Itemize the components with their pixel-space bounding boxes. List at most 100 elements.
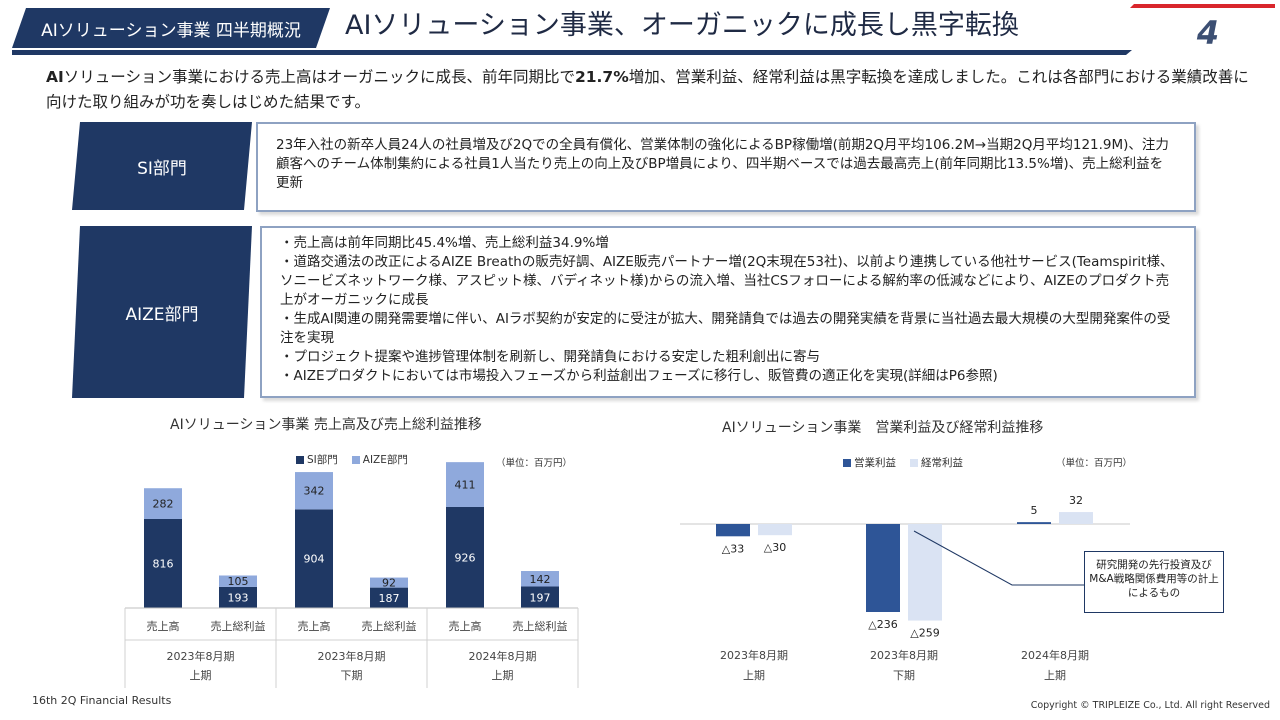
chart1-legend-aize: AIZE部門	[351, 452, 408, 467]
page-title: AIソリューション事業、オーガニックに成長し黒字転換	[345, 10, 1019, 41]
chart2-title: AIソリューション事業 営業利益及び経常利益推移	[722, 420, 1044, 436]
red-accent-bar	[1130, 4, 1275, 8]
category-label: 売上総利益	[211, 619, 266, 633]
chart1-legend: SI部門 AIZE部門	[296, 452, 408, 467]
bar-si	[370, 587, 408, 608]
legend-swatch	[296, 456, 304, 464]
chart2-annotation: 研究開発の先行投資及びM&A戦略関係費用等の計上によるもの	[1084, 551, 1224, 613]
aize-line: ・AIZEプロダクトにおいては市場投入フェーズから利益創出フェーズに移行し、販管…	[280, 368, 998, 384]
footer-left: 16th 2Q Financial Results	[32, 694, 172, 707]
bar-value-label: 187	[379, 592, 400, 605]
legend-swatch	[351, 456, 360, 464]
bar-aize	[446, 462, 484, 507]
category-label: 売上高	[449, 619, 482, 633]
page-number: 4	[1196, 14, 1220, 52]
bar-si	[446, 506, 484, 608]
bar-aize	[219, 575, 257, 587]
si-dept-description: 23年入社の新卒人員24人の社員増及び2Qでの全員有償化、営業体制の強化によるB…	[256, 122, 1196, 212]
section-tag-label: AIソリューション事業 四半期概況	[41, 20, 301, 41]
lead-prefix: AI	[46, 68, 64, 86]
chart2-legend: 営業利益 経常利益	[843, 455, 963, 470]
bar-aize	[295, 472, 333, 510]
bar-value-label: 105	[228, 575, 249, 588]
bar-value-label: △33	[722, 542, 744, 555]
group-period-label: 2024年8月期	[1021, 648, 1089, 662]
category-label: 売上高	[147, 619, 180, 633]
bar-value-label: △30	[764, 541, 786, 554]
legend-label: 経常利益	[921, 457, 963, 469]
bar-si	[219, 586, 257, 608]
legend-label: SI部門	[307, 454, 338, 466]
lead-part1: ソリューション事業における売上高はオーガニックに成長、前年同期比で	[63, 68, 575, 86]
legend-swatch	[910, 459, 918, 467]
legend-swatch	[843, 459, 851, 467]
chart2-legend-operating: 営業利益	[843, 455, 896, 470]
group-period-label: 2023年8月期	[720, 648, 788, 662]
legend-label: 営業利益	[854, 457, 896, 469]
bar-si	[295, 509, 333, 608]
bar-ordinary-profit	[1059, 512, 1093, 524]
chart1-legend-si: SI部門	[296, 452, 338, 467]
chart2-unit: （単位：百万円）	[1056, 458, 1133, 469]
bar-operating-profit	[866, 524, 900, 612]
aize-dept-description: ・売上高は前年同期比45.4%増、売上総利益34.9%増 ・道路交通法の改正によ…	[260, 226, 1196, 398]
aize-dept-label-box: AIZE部門	[72, 226, 252, 398]
bar-ordinary-profit	[908, 524, 942, 621]
bar-value-label: 342	[304, 485, 325, 498]
bar-value-label: 142	[530, 573, 551, 586]
group-period-label: 2023年8月期	[870, 648, 938, 662]
bar-si	[144, 518, 182, 608]
bar-operating-profit	[1017, 522, 1051, 524]
si-dept-label: SI部門	[137, 158, 187, 179]
group-half-label: 上期	[743, 669, 765, 682]
chart2-legend-ordinary: 経常利益	[910, 455, 963, 470]
bar-operating-profit	[716, 524, 750, 537]
group-period-label: 2023年8月期	[318, 649, 386, 663]
lead-part2: 増加、営業利益、経常利益は黒字転換を達成しました。これは各部門における業績改善に…	[46, 68, 1249, 111]
bar-value-label: 32	[1069, 494, 1083, 507]
bar-value-label: 816	[153, 557, 174, 570]
bar-value-label: 282	[153, 498, 174, 511]
si-dept-label-box: SI部門	[72, 122, 252, 210]
bar-value-label: 411	[455, 479, 476, 492]
lead-highlight: 21.7%	[574, 68, 629, 86]
bar-value-label: 92	[382, 577, 396, 590]
bar-ordinary-profit	[758, 524, 792, 536]
aize-line: ・生成AI関連の開発需要増に伴い、AIラボ契約が安定的に受注が拡大、開発請負では…	[280, 311, 1171, 346]
bar-si	[521, 586, 559, 608]
aize-line: ・売上高は前年同期比45.4%増、売上総利益34.9%増	[280, 235, 609, 251]
aize-line: ・道路交通法の改正によるAIZE Breathの販売好調、AIZE販売パートナー…	[280, 254, 1174, 308]
bar-value-label: 5	[1031, 504, 1038, 517]
chart1-title: AIソリューション事業 売上高及び売上総利益推移	[170, 417, 482, 433]
category-label: 売上高	[298, 619, 331, 633]
group-half-label: 上期	[492, 669, 514, 682]
category-label: 売上総利益	[362, 619, 417, 633]
bar-value-label: 193	[228, 591, 249, 604]
bar-value-label: 904	[304, 553, 325, 566]
title-rule	[12, 50, 1132, 55]
si-dept-text: 23年入社の新卒人員24人の社員増及び2Qでの全員有償化、営業体制の強化によるB…	[276, 137, 1169, 191]
group-period-label: 2023年8月期	[167, 649, 235, 663]
group-half-label: 上期	[190, 669, 212, 682]
bar-value-label: 926	[455, 551, 476, 564]
bar-aize	[521, 571, 559, 587]
annotation-leader-line	[913, 530, 1084, 586]
aize-dept-label: AIZE部門	[125, 304, 199, 325]
section-tag: AIソリューション事業 四半期概況	[12, 8, 330, 48]
group-half-label: 下期	[893, 669, 915, 682]
group-half-label: 下期	[341, 669, 363, 682]
aize-line: ・プロジェクト提案や進捗管理体制を刷新し、開発請負における安定した粗利創出に寄与	[280, 349, 820, 365]
bar-value-label: 197	[530, 591, 551, 604]
category-label: 売上総利益	[513, 619, 568, 633]
legend-label: AIZE部門	[362, 454, 408, 466]
bar-aize	[144, 488, 182, 519]
group-period-label: 2024年8月期	[469, 649, 537, 663]
bar-value-label: △259	[910, 627, 939, 640]
chart1-unit: （単位：百万円）	[496, 458, 573, 469]
bar-aize	[370, 577, 408, 588]
group-half-label: 上期	[1044, 669, 1066, 682]
footer-copyright: Copyright © TRIPLEIZE Co., Ltd. All righ…	[1030, 700, 1270, 711]
lead-paragraph: AIソリューション事業における売上高はオーガニックに成長、前年同期比で21.7%…	[46, 65, 1256, 115]
